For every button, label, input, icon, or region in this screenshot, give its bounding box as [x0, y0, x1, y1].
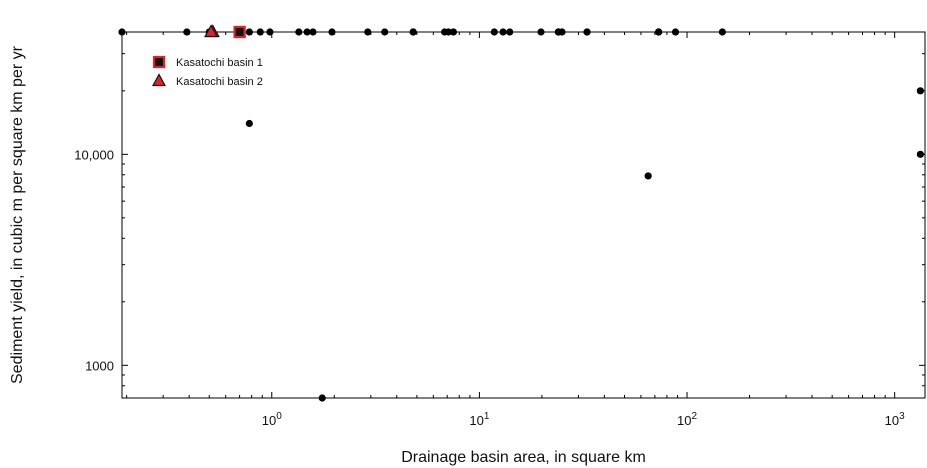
data-point [245, 28, 253, 36]
data-point [916, 150, 924, 158]
data-point [118, 28, 126, 36]
data-point [490, 28, 498, 36]
plot-frame [121, 31, 926, 399]
data-point [409, 28, 417, 36]
data-point [309, 28, 317, 36]
data-point [655, 28, 663, 36]
chart-axes [121, 31, 926, 399]
y-axis-title: Sediment yield, in cubic m per square km… [9, 45, 26, 384]
x-tick-label: 102 [677, 411, 697, 428]
data-point [381, 28, 389, 36]
data-point [558, 28, 566, 36]
x-tick-label: 100 [262, 411, 282, 428]
data-point [266, 28, 274, 36]
kasatochi-basin-2-point [204, 24, 219, 38]
data-point [245, 119, 253, 128]
data-point [328, 28, 336, 36]
chart-legend: Kasatochi basin 1 Kasatochi basin 2 [151, 55, 263, 88]
chart-points [118, 24, 924, 402]
data-point [256, 28, 264, 36]
data-point [499, 28, 507, 36]
data-point [364, 28, 372, 36]
x-tick-label: 103 [885, 411, 905, 428]
y-tick-label: 1000 [85, 358, 114, 373]
x-tick-label: 101 [469, 411, 489, 428]
data-point [671, 28, 680, 36]
data-point [583, 28, 591, 36]
data-point [444, 28, 453, 36]
x-axis-title: Drainage basin area, in square km [401, 449, 646, 466]
data-point [644, 172, 652, 180]
data-point [303, 28, 311, 36]
data-point [916, 87, 924, 95]
data-point [537, 28, 545, 36]
data-point [318, 394, 326, 402]
data-point [183, 28, 191, 36]
data-point [449, 28, 458, 36]
legend-marker-kasatochi-1 [152, 55, 166, 69]
legend-label: Kasatochi basin 1 [176, 57, 263, 69]
legend-label: Kasatochi basin 2 [176, 76, 263, 88]
data-point [718, 28, 726, 36]
data-point [506, 28, 514, 36]
y-tick-label: 10,000 [74, 147, 114, 162]
legend-marker-kasatochi-2 [151, 73, 167, 87]
kasatochi-basin-1-point [233, 25, 246, 39]
data-point [295, 28, 303, 36]
